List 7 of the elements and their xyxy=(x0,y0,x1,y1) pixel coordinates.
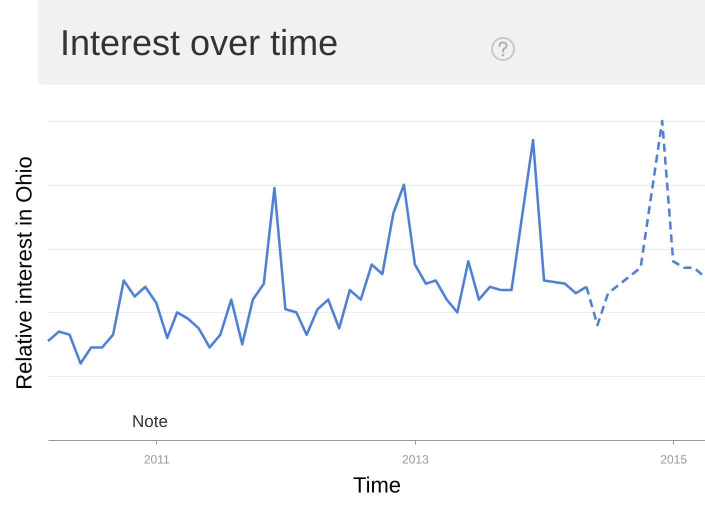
x-tick-label: 2013 xyxy=(402,452,430,466)
y-axis-title: Relative interest in Ohio xyxy=(12,156,36,390)
x-axis-title: Time xyxy=(352,472,402,498)
x-tick-label: 2015 xyxy=(660,452,688,466)
x-tick-label: 2011 xyxy=(144,452,170,466)
chart-title: Interest over time xyxy=(60,22,338,64)
annotation: Note xyxy=(132,412,168,432)
